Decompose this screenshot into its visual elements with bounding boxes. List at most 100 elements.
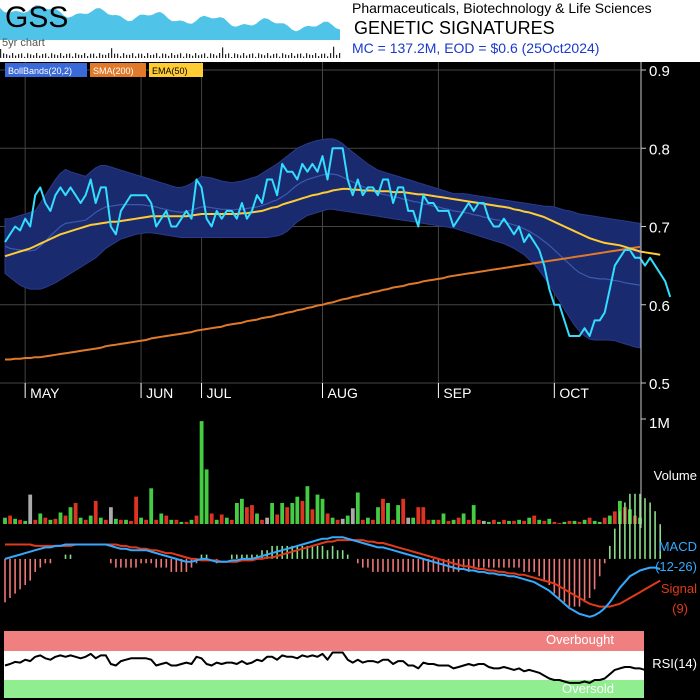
thumbnail-volume-tick (15, 55, 17, 58)
volume-bar (406, 517, 411, 524)
volume-bar (295, 496, 300, 524)
rsi-line (4, 651, 671, 684)
thumbnail-volume-tick (78, 54, 80, 58)
volume-bar (144, 519, 148, 524)
volume-bar (164, 515, 169, 524)
volume-bar (360, 519, 365, 524)
thumbnail-volume-tick (273, 53, 275, 58)
volume-bar (154, 519, 159, 524)
thumbnail-volume-tick (252, 53, 254, 58)
volume-axis-title: Volume (654, 468, 697, 483)
volume-bar (421, 507, 426, 524)
month-label: JUL (207, 385, 232, 401)
volume-bar (486, 521, 491, 524)
volume-bar (33, 519, 38, 524)
volume-bar (376, 507, 380, 524)
thumbnail-volume-tick (321, 53, 323, 58)
thumbnail-volume-tick (105, 54, 107, 58)
thumbnail-volume-tick (327, 56, 329, 58)
thumbnail-volume-tick (267, 53, 269, 58)
volume-bar (285, 507, 290, 524)
thumbnail-volume-tick (114, 53, 116, 58)
thumbnail-volume-tick (213, 54, 215, 58)
thumbnail-volume-tick (234, 53, 236, 58)
thumbnail-volume-tick (123, 53, 125, 58)
volume-bar (169, 519, 174, 524)
thumbnail-volume-tick (243, 53, 245, 58)
thumbnail-volume-tick (318, 56, 320, 58)
thumbnail-volume-tick (219, 53, 221, 58)
volume-panel-background (0, 408, 700, 528)
volume-bar (114, 518, 118, 525)
volume-bar (23, 520, 28, 524)
thumbnail-volume-tick (282, 53, 284, 58)
rsi-legend-label: RSI(14) (652, 656, 697, 671)
volume-bar (43, 517, 48, 524)
volume-bar (612, 511, 617, 524)
macd-signal-line (5, 539, 661, 608)
thumbnail-volume-tick (195, 53, 197, 58)
volume-bar (310, 509, 315, 524)
volume-bar (456, 517, 461, 524)
thumbnail-volume-tick (18, 54, 20, 58)
volume-bar (411, 517, 416, 524)
volume-bar (78, 517, 83, 524)
volume-bar (426, 519, 431, 524)
volume-bar (240, 498, 244, 524)
legend-label: EMA(50) (152, 66, 188, 76)
volume-bar (179, 521, 184, 524)
volume-bar (224, 517, 229, 524)
thumbnail-volume-tick (168, 55, 170, 58)
thumbnail-volume-tick (198, 55, 200, 58)
volume-bar (275, 514, 280, 524)
thumbnail-volume-tick (228, 53, 230, 58)
thumbnail-volume-tick (180, 53, 182, 58)
volume-bar (28, 494, 33, 524)
volume-bar (260, 519, 264, 524)
volume-bar (124, 519, 128, 524)
volume-bar (466, 519, 471, 524)
volume-bar (73, 503, 78, 524)
volume-bar (522, 520, 526, 524)
signal-period-label: (9) (672, 601, 688, 616)
volume-bar (401, 498, 406, 524)
thumbnail-volume-tick (207, 56, 209, 58)
thumbnail-volume-tick (120, 56, 122, 58)
rsi-labels: Overbought Oversold (546, 632, 614, 696)
thumbnail-volume-tick (48, 56, 50, 58)
volume-axis: 1M Volume (640, 408, 697, 528)
thumbnail-volume-tick (21, 53, 23, 58)
thumbnail-volume-tick (297, 53, 299, 58)
volume-bar (577, 521, 582, 524)
volume-bar (3, 517, 7, 524)
thumbnail-volume-tick (93, 53, 95, 58)
thumbnail-volume-tick (96, 56, 98, 58)
volume-bar (552, 521, 557, 524)
thumbnail-volume-tick (192, 55, 194, 58)
volume-bar (557, 523, 562, 524)
thumbnail-volume-tick (165, 53, 167, 58)
thumbnail-volume-tick (111, 48, 113, 58)
volume-bar (507, 520, 511, 524)
legend-swatch (149, 63, 203, 77)
volume-bar (350, 508, 355, 525)
thumbnail-volume-tick (81, 54, 83, 58)
volume-bar (381, 498, 385, 524)
month-label: SEP (443, 385, 471, 401)
thumbnail-volume-tick (108, 53, 110, 58)
volume-bar (451, 519, 456, 524)
thumbnail-volume-tick (87, 56, 89, 58)
volume-bar (461, 513, 466, 524)
volume-bar (572, 520, 577, 524)
thumbnail-volume-tick (84, 53, 86, 58)
volume-bar (280, 503, 285, 524)
volume-bar (441, 513, 446, 524)
five-year-thumbnail (0, 5, 341, 58)
thumbnail-volume-tick (177, 54, 179, 58)
volume-bar (527, 517, 532, 524)
month-label: MAY (30, 385, 60, 401)
thumbnail-volume-tick (339, 53, 341, 58)
thumbnail-volume-tick (222, 47, 224, 58)
volume-bar (446, 520, 451, 524)
volume-bar (119, 519, 123, 524)
